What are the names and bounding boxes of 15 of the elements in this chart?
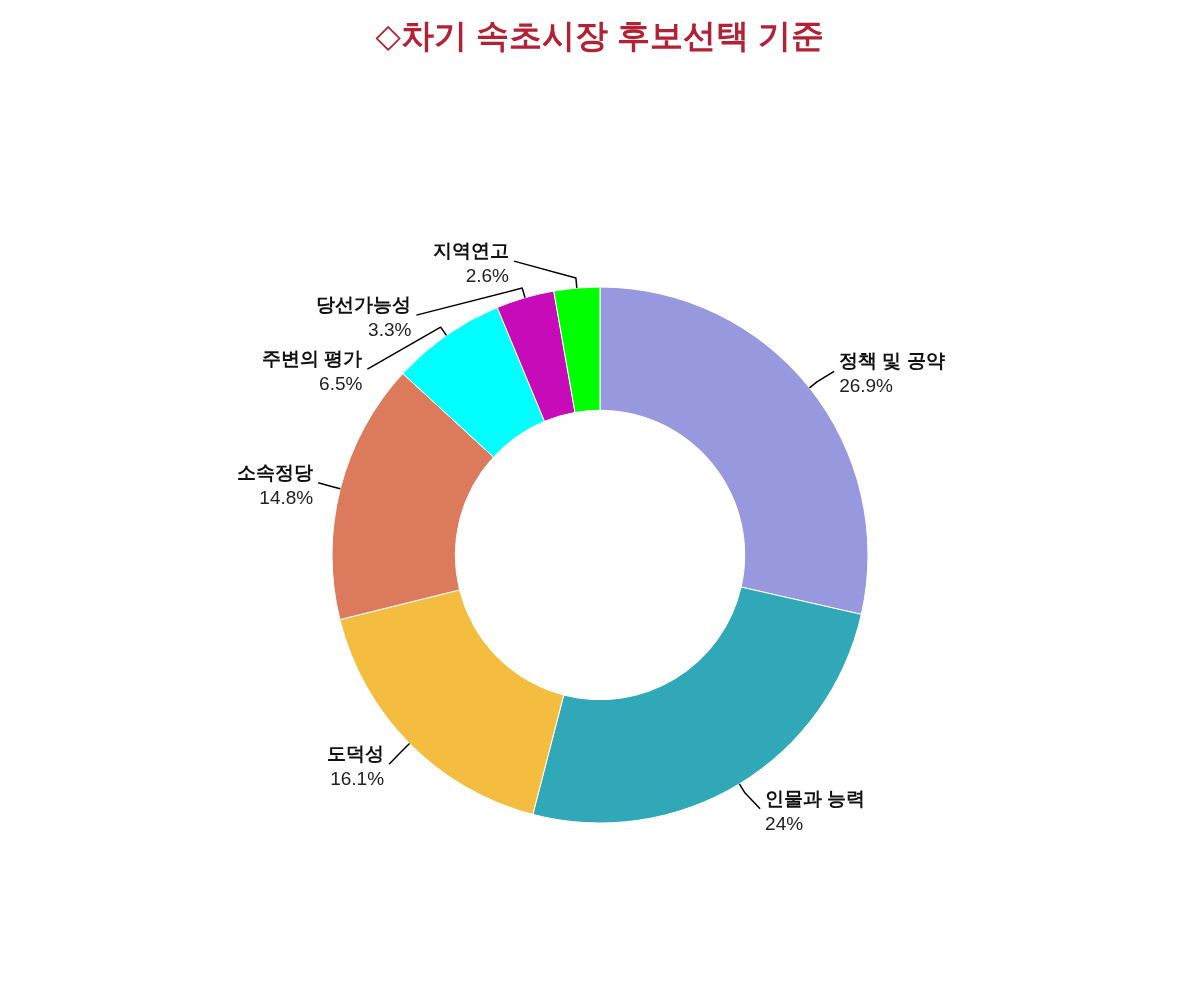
category-label: 소속정당: [237, 461, 314, 483]
category-label: 주변의 평가: [262, 348, 363, 370]
category-label: 도덕성: [327, 743, 385, 765]
value-label: 6.5%: [319, 373, 363, 395]
category-label: 당선가능성: [316, 294, 412, 316]
value-label: 14.8%: [259, 486, 314, 508]
title: ◇차기 속초시장 후보선택 기준: [375, 17, 825, 54]
value-label: 3.3%: [368, 319, 412, 341]
value-label: 2.6%: [465, 265, 509, 287]
value-label: 16.1%: [330, 768, 385, 790]
category-label: 인물과 능력: [765, 787, 866, 809]
value-label: 26.9%: [839, 375, 893, 397]
value-label: 24%: [765, 812, 804, 834]
category-label: 지역연고: [433, 240, 509, 262]
category-label: 정책 및 공약: [839, 350, 945, 372]
